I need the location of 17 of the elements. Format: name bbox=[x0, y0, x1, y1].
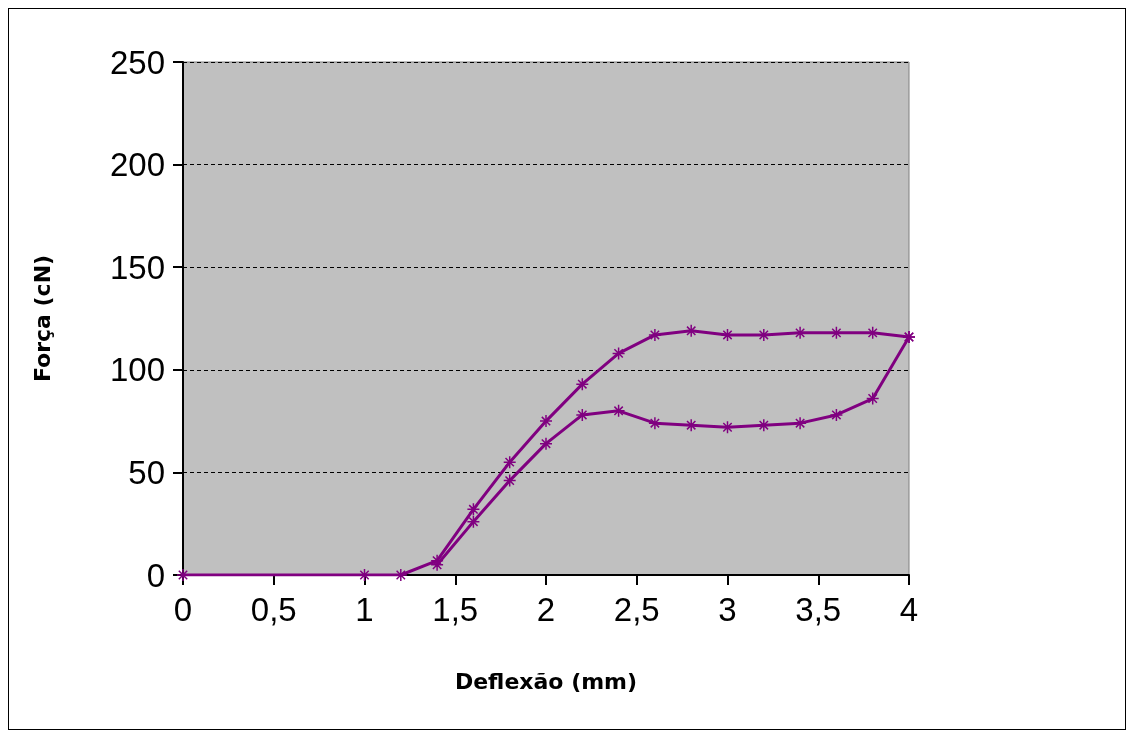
x-tick-label: 0,5 bbox=[250, 591, 297, 628]
x-tick-label: 2 bbox=[536, 591, 556, 628]
x-tick-label: 0 bbox=[173, 591, 193, 628]
x-tick-label: 3 bbox=[718, 591, 737, 628]
y-tick-label: 150 bbox=[109, 248, 165, 286]
y-tick-label: 0 bbox=[146, 556, 165, 594]
x-tick-label: 1,5 bbox=[432, 591, 479, 628]
y-axis-title: Força (cN) bbox=[29, 254, 55, 383]
y-tick-label: 200 bbox=[109, 146, 165, 184]
x-tick-label: 2,5 bbox=[613, 591, 660, 628]
x-axis-title: Deflexão (mm) bbox=[454, 668, 638, 694]
x-tick-label: 3,5 bbox=[795, 591, 842, 628]
y-tick-label: 100 bbox=[109, 351, 165, 389]
y-tick-label: 250 bbox=[109, 43, 165, 81]
y-tick-label: 50 bbox=[128, 453, 165, 491]
x-tick-label: 4 bbox=[899, 591, 919, 628]
x-tick-label: 1 bbox=[355, 591, 374, 628]
